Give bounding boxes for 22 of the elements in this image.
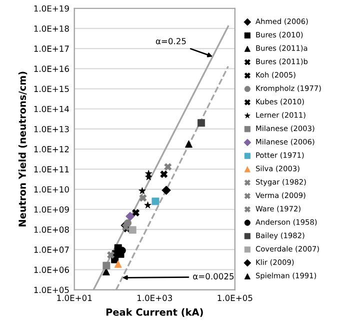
annotation: α=0.0025 (193, 273, 234, 280)
y-tick-label: 1.0E+12 (34, 146, 69, 152)
y-tick-label: 1.0E+18 (34, 25, 69, 32)
annotation: α=0.25 (156, 38, 186, 44)
y-tick-label: 1.0E+17 (34, 46, 69, 52)
x-axis-title: Peak Current (kA) (106, 308, 203, 317)
y-tick-label: 1.0E+09 (34, 206, 69, 213)
y-tick-label: 1.0E+08 (34, 226, 69, 233)
y-tick-label: 1.0E+16 (34, 66, 69, 72)
y-tick-label: 1.0E+14 (34, 106, 70, 112)
x-tick-label: 1.0E+05 (218, 294, 252, 302)
y-tick-label: 1.0E+07 (34, 246, 69, 253)
y-tick-label: 1.0E+06 (34, 266, 69, 273)
y-tick-label: 1.0E+11 (34, 166, 69, 172)
x-tick-label: 1.0E+01 (57, 294, 92, 302)
y-axis-title: Neutron Yield (neutrons/cm) (18, 72, 28, 226)
y-tick-label: 1.0E+05 (34, 286, 69, 294)
y-tick-label: 1.0E+10 (34, 186, 69, 193)
x-tick-label: 1.0E+03 (138, 294, 172, 302)
y-tick-label: 1.0E+15 (34, 86, 69, 92)
y-tick-label: 1.0E+13 (34, 126, 69, 132)
y-tick-label: 1.0E+19 (34, 5, 69, 12)
